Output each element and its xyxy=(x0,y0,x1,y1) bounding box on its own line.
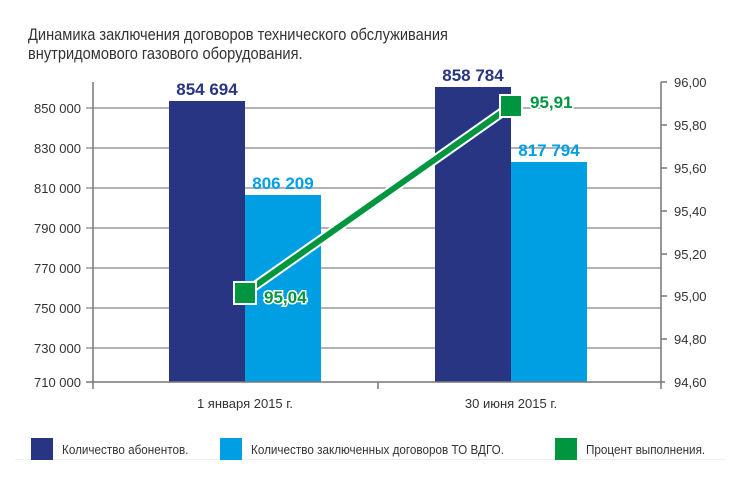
value-label-subscribers-jun: 858 784 xyxy=(442,66,504,85)
percent-marker-jun xyxy=(499,94,523,118)
chart-title-line2: внутридомового газового оборудования. xyxy=(28,44,303,63)
percent-marker-jan xyxy=(233,281,257,305)
right-axis-labels: 96,00 95,80 95,60 95,40 95,20 95,00 94,8… xyxy=(674,75,707,390)
right-tick: 95,40 xyxy=(674,204,707,219)
right-tick: 96,00 xyxy=(674,75,707,90)
left-tick: 850 000 xyxy=(34,101,81,116)
legend-swatch-contracts xyxy=(220,438,242,460)
legend-divider xyxy=(15,459,725,460)
category-label: 1 января 2015 г. xyxy=(197,396,293,411)
value-label-contracts-jan: 806 209 xyxy=(252,174,313,193)
value-label-contracts-jun: 817 794 xyxy=(518,141,580,160)
category-labels: 1 января 2015 г. 30 июня 2015 г. xyxy=(197,396,557,411)
chart-title-line1: Динамика заключения договоров техническо… xyxy=(28,25,448,44)
chart-title: Динамика заключения договоров техническо… xyxy=(28,25,448,63)
left-tick: 710 000 xyxy=(34,375,81,390)
bar-value-labels: 854 694 806 209 858 784 817 794 xyxy=(176,66,580,193)
left-tick: 730 000 xyxy=(34,341,81,356)
value-label-subscribers-jan: 854 694 xyxy=(176,80,238,99)
legend-item-contracts: Количество заключенных договоров ТО ВДГО… xyxy=(220,438,532,460)
left-tick: 770 000 xyxy=(34,261,81,276)
percent-line xyxy=(243,103,513,296)
left-tick: 750 000 xyxy=(34,301,81,316)
legend-item-percent: Процент выполнения. xyxy=(555,438,718,460)
axes xyxy=(86,81,667,389)
legend-swatch-percent xyxy=(555,438,577,460)
legend-label: Количество абонентов. xyxy=(62,441,189,457)
percent-labels: 95,04 95,91 xyxy=(263,92,575,309)
bar-subscribers-jan xyxy=(169,101,245,382)
right-tick: 94,80 xyxy=(674,332,707,347)
left-tick: 790 000 xyxy=(34,221,81,236)
left-axis-labels: 850 000 830 000 810 000 790 000 770 000 … xyxy=(34,101,81,390)
legend-label: Количество заключенных договоров ТО ВДГО… xyxy=(251,441,504,457)
percent-label-jan: 95,04 xyxy=(264,288,307,307)
left-tick: 810 000 xyxy=(34,181,81,196)
left-tick: 830 000 xyxy=(34,141,81,156)
right-tick: 94,60 xyxy=(674,375,707,390)
right-tick: 95,20 xyxy=(674,247,707,262)
legend: Количество абонентов. Количество заключе… xyxy=(0,438,730,462)
right-tick: 95,80 xyxy=(674,118,707,133)
category-label: 30 июня 2015 г. xyxy=(465,396,557,411)
legend-swatch-subscribers xyxy=(31,438,53,460)
legend-item-subscribers: Количество абонентов. xyxy=(31,438,202,460)
right-tick: 95,60 xyxy=(674,161,707,176)
bar-contracts-jun xyxy=(511,162,587,382)
legend-label: Процент выполнения. xyxy=(586,441,706,457)
right-tick: 95,00 xyxy=(674,289,707,304)
percent-label-jun: 95,91 xyxy=(530,93,573,112)
